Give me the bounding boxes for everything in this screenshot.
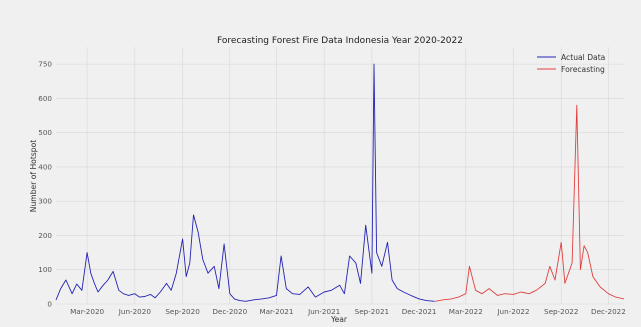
x-tick-label: Jun-2021 — [307, 307, 340, 316]
x-tick-label: Sep-2020 — [165, 307, 200, 316]
y-axis-title: Number of Hotspot — [29, 140, 38, 212]
x-tick-label: Dec-2021 — [402, 307, 437, 316]
y-tick-label: 0 — [47, 300, 52, 309]
series-lines — [55, 63, 625, 302]
y-tick-labels: 0 100 200 300 400 500 600 750 — [38, 60, 52, 309]
x-tick-label: Sep-2022 — [544, 307, 578, 316]
series-line-actual — [55, 63, 435, 302]
y-tick-label: 600 — [38, 94, 52, 103]
x-tick-label: Dec-2022 — [591, 307, 626, 316]
y-tick-label: 200 — [38, 231, 52, 240]
x-tick-label: Mar-2021 — [259, 307, 293, 316]
plot-area — [56, 42, 624, 304]
y-tick-label: 100 — [38, 265, 52, 274]
y-tick-label: 300 — [38, 197, 52, 206]
x-tick-label: Jun-2020 — [118, 307, 152, 316]
x-tick-label: Sep-2021 — [355, 307, 389, 316]
legend-label-forecast: Forecasting — [561, 65, 605, 74]
x-axis-title: Year — [330, 315, 348, 324]
grid-lines — [56, 47, 624, 305]
series-line-forecast — [435, 104, 625, 302]
x-tick-label: Dec-2020 — [212, 307, 247, 316]
y-tick-label: 750 — [38, 60, 52, 69]
y-tick-label: 500 — [38, 128, 52, 137]
x-tick-label: Mar-2020 — [70, 307, 104, 316]
y-tick-label: 400 — [38, 162, 52, 171]
x-tick-label: Mar-2022 — [449, 307, 483, 316]
x-tick-labels: Mar-2020 Jun-2020 Sep-2020 Dec-2020 Mar-2021… — [70, 307, 626, 316]
x-tick-label: Jun-2022 — [496, 307, 529, 316]
chart-title: Forecasting Forest Fire Data Indonesia Y… — [217, 36, 463, 46]
legend: Actual Data Forecasting — [537, 53, 605, 74]
legend-label-actual: Actual Data — [561, 53, 605, 62]
